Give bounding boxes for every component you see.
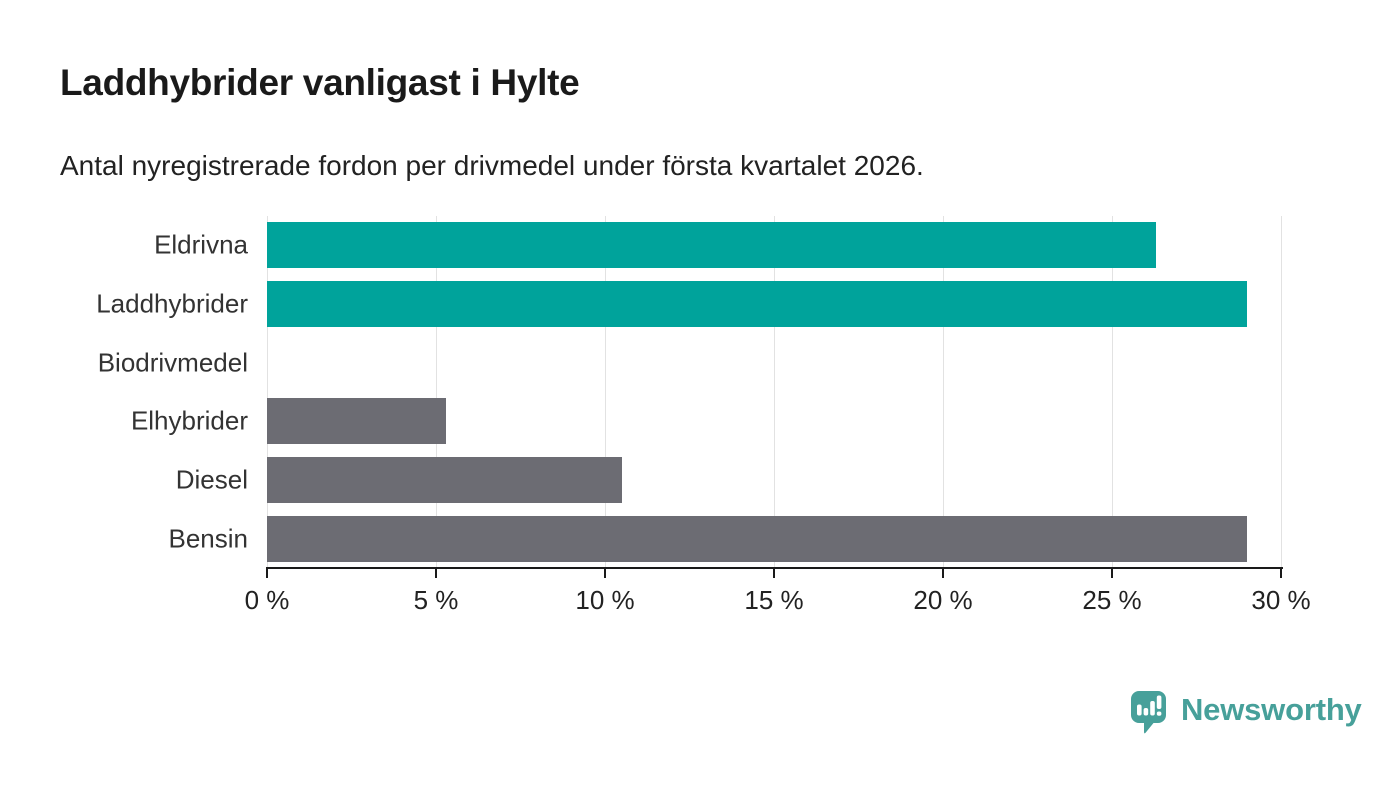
gridline-30 [1281, 216, 1282, 568]
bar-eldrivna [267, 222, 1156, 269]
gridline-0 [267, 216, 268, 568]
gridline-15 [774, 216, 775, 568]
category-label-laddhybrider: Laddhybrider [96, 288, 248, 319]
x-tick-label-10: 10 % [575, 585, 635, 615]
x-tick-30 [1280, 569, 1282, 578]
bar-diesel [267, 457, 622, 503]
category-label-diesel: Diesel [175, 464, 248, 495]
bar-bensin [267, 515, 1248, 562]
chart-title: Laddhybrider vanligast i Hylte [60, 62, 580, 103]
x-tick-20 [942, 569, 944, 578]
x-tick-15 [773, 569, 775, 578]
newsworthy-logo-text: Newsworthy [1181, 692, 1362, 727]
newsworthy-logo: Newsworthy [1131, 691, 1362, 735]
category-label-eldrivna: Eldrivna [154, 229, 248, 260]
x-tick-5 [435, 569, 437, 578]
x-tick-label-15: 15 % [744, 585, 804, 615]
gridline-10 [605, 216, 606, 568]
x-tick-10 [604, 569, 606, 578]
x-tick-label-5: 5 % [413, 585, 459, 615]
category-label-biodrivmedel: Biodrivmedel [97, 347, 248, 378]
gridline-20 [943, 216, 944, 568]
plot-area [267, 216, 1282, 568]
bar-laddhybrider [267, 281, 1248, 327]
newsworthy-logo-icon [1131, 691, 1166, 734]
x-tick-label-25: 25 % [1082, 585, 1142, 615]
x-axis-line [266, 567, 1283, 569]
x-tick-label-20: 20 % [913, 585, 973, 615]
x-tick-0 [266, 569, 268, 578]
x-tick-25 [1111, 569, 1113, 578]
gridline-25 [1112, 216, 1113, 568]
x-tick-label-30: 30 % [1251, 585, 1311, 615]
category-label-elhybrider: Elhybrider [130, 405, 248, 436]
x-tick-label-0: 0 % [244, 585, 290, 615]
category-label-bensin: Bensin [168, 523, 249, 554]
gridline-5 [436, 216, 437, 568]
bar-elhybrider [267, 398, 447, 445]
chart-subtitle: Antal nyregistrerade fordon per drivmede… [60, 150, 924, 181]
